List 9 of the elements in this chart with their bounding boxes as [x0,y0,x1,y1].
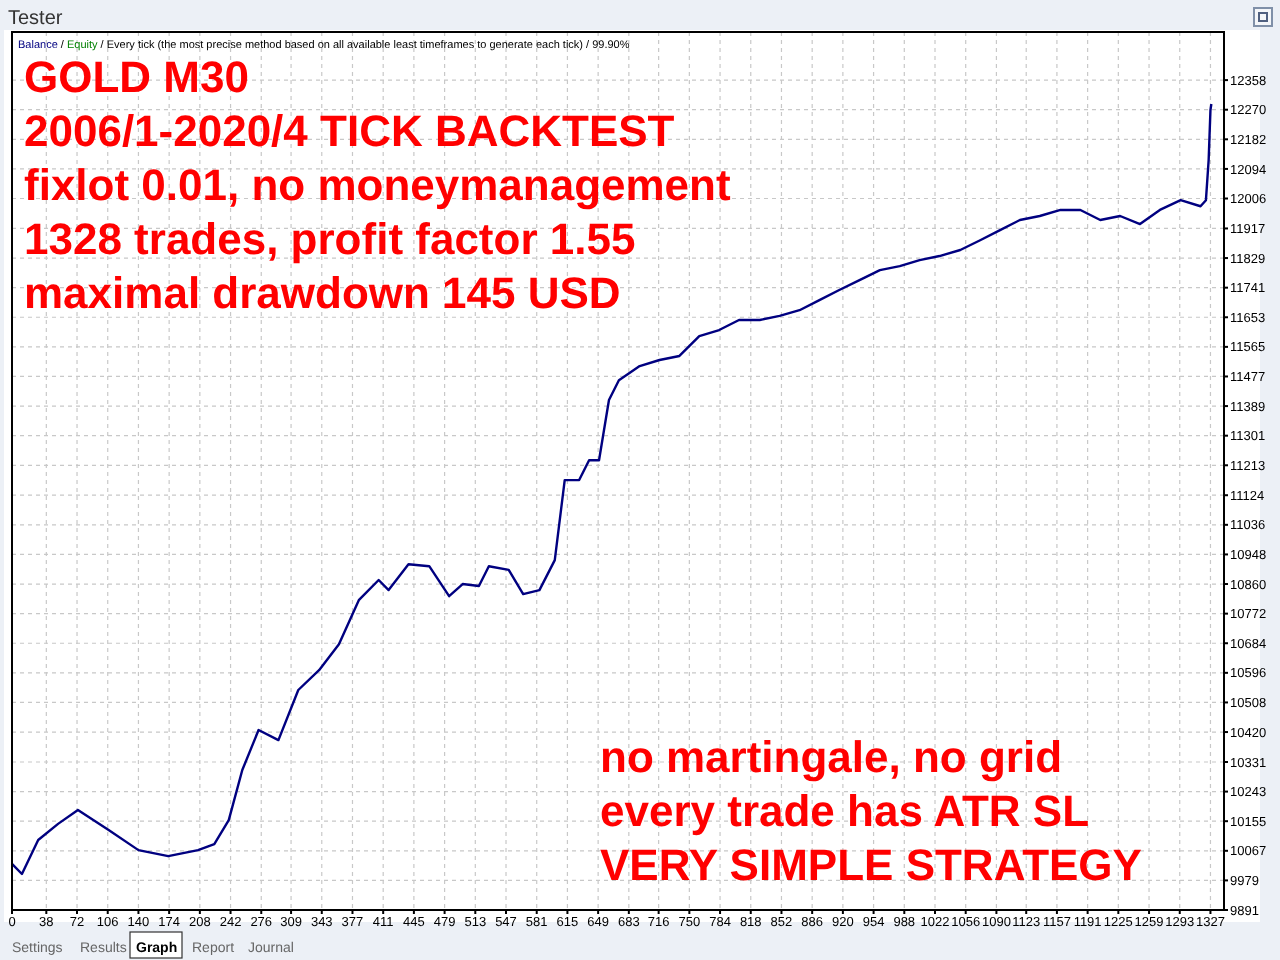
annotation: 1328 trades, profit factor 1.55 [24,214,636,264]
annotation: no martingale, no grid [600,732,1063,782]
annotation: 2006/1-2020/4 TICK BACKTEST [24,106,676,156]
annotation: fixlot 0.01, no moneymanagement [24,160,732,210]
annotation: every trade has ATR SL [600,786,1090,836]
text: Tester [8,8,64,30]
annotation: maximal drawdown 145 USD [24,268,621,318]
annotation: VERY SIMPLE STRATEGY [600,840,1143,890]
text: GOLD M30 [24,52,249,102]
